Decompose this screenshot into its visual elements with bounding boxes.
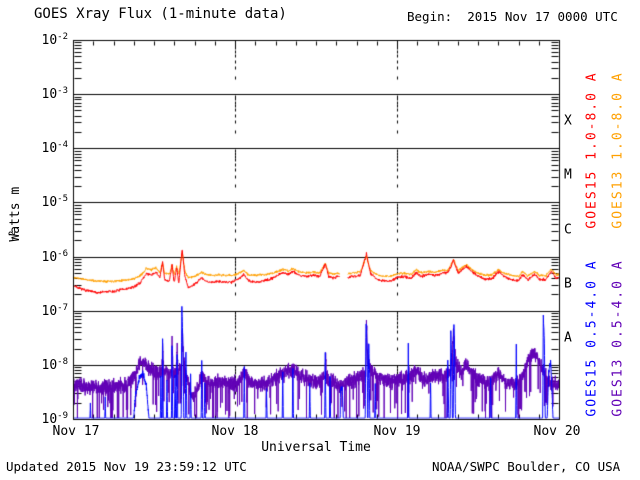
flare-class-C: C <box>564 222 572 237</box>
y-tick-label: 10-9 <box>41 410 69 428</box>
y-tick-label: 10-3 <box>41 85 69 103</box>
x-axis-title: Universal Time <box>261 440 371 455</box>
y-tick-label: 10-4 <box>41 140 69 157</box>
x-tick-label: Nov 20 <box>533 424 581 439</box>
channel-label: GOES13 0.5-4.0 A <box>610 259 626 417</box>
begin-timestamp: Begin: 2015 Nov 17 0000 UTC <box>407 9 618 24</box>
y-tick-label: 10-8 <box>41 356 69 374</box>
updated-timestamp: Updated 2015 Nov 19 23:59:12 UTC <box>6 459 247 474</box>
flare-class-X: X <box>564 113 572 129</box>
y-tick-label: 10-2 <box>41 31 69 49</box>
page-title: GOES Xray Flux (1-minute data) <box>34 6 287 22</box>
y-tick-label: 10-5 <box>41 194 69 211</box>
channel-label: GOES15 0.5-4.0 A <box>584 259 600 417</box>
x-tick-label: Nov 17 <box>52 424 100 439</box>
y-tick-label: 10-7 <box>41 302 69 319</box>
x-tick-label: Nov 19 <box>373 424 421 439</box>
x-tick-label: Nov 18 <box>211 424 259 439</box>
source-credit: NOAA/SWPC Boulder, CO USA <box>432 459 621 474</box>
y-tick-label: 10-6 <box>41 248 69 265</box>
flare-class-B: B <box>564 276 572 292</box>
flare-class-A: A <box>564 330 572 346</box>
channel-label: GOES13 1.0-8.0 A <box>610 71 626 229</box>
channel-label: GOES15 1.0-8.0 A <box>584 71 600 229</box>
flare-class-M: M <box>564 167 572 183</box>
